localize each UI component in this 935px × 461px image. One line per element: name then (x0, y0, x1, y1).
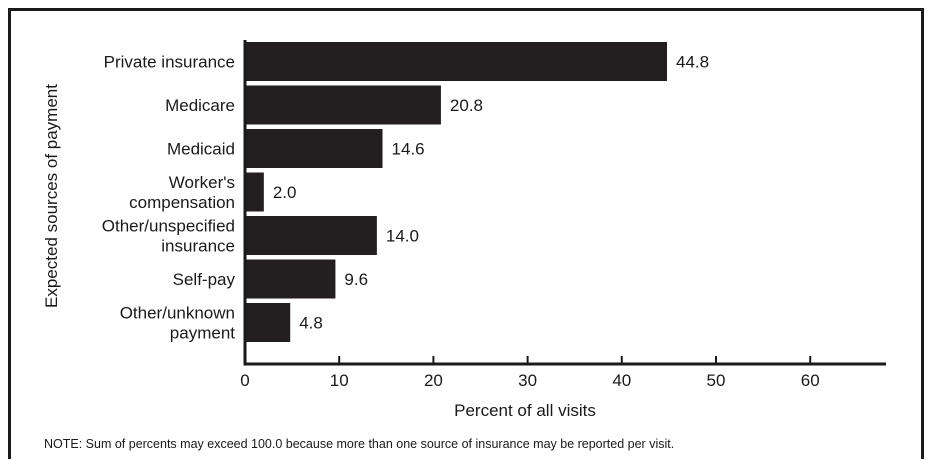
bar (245, 129, 383, 168)
x-tick-label: 60 (801, 371, 820, 390)
bar (245, 85, 441, 125)
value-label: 14.6 (392, 140, 425, 159)
value-label: 9.6 (344, 270, 368, 289)
x-tick-label: 20 (424, 371, 443, 390)
category-label: Medicare (165, 96, 235, 115)
x-ticks: 0 10 20 30 40 50 60 (240, 356, 820, 390)
x-tick-label: 0 (240, 371, 249, 390)
value-label: 4.8 (299, 314, 323, 333)
bars-group (245, 42, 668, 342)
value-label: 20.8 (450, 96, 483, 115)
bar (245, 303, 291, 342)
category-label: Private insurance (104, 53, 235, 72)
category-label: Medicaid (167, 140, 235, 159)
value-label: 14.0 (386, 227, 419, 246)
footnote: NOTE: Sum of percents may exceed 100.0 b… (44, 437, 675, 451)
chart-frame (8, 8, 924, 459)
x-tick-label: 40 (612, 371, 631, 390)
bar (245, 216, 377, 255)
bar (245, 259, 336, 299)
category-label: Worker's compensation (129, 173, 235, 212)
y-axis-title: Expected sources of payment (42, 84, 61, 308)
axes (243, 40, 886, 366)
value-labels: 44.8 20.8 14.6 2.0 14.0 9.6 4.8 (273, 53, 709, 333)
x-axis-title: Percent of all visits (454, 401, 596, 420)
category-labels: Private insurance Medicare Medicaid Worker'… (102, 53, 236, 343)
x-tick-label: 10 (330, 371, 349, 390)
category-label: Other/unknown payment (120, 304, 236, 343)
category-label: Other/unspecified insurance (102, 217, 235, 256)
value-label: 44.8 (676, 53, 709, 72)
bar (245, 172, 264, 212)
category-label: Self-pay (173, 270, 236, 289)
value-label: 2.0 (273, 183, 297, 202)
x-tick-label: 30 (518, 371, 537, 390)
x-tick-label: 50 (707, 371, 726, 390)
bar (245, 42, 668, 81)
